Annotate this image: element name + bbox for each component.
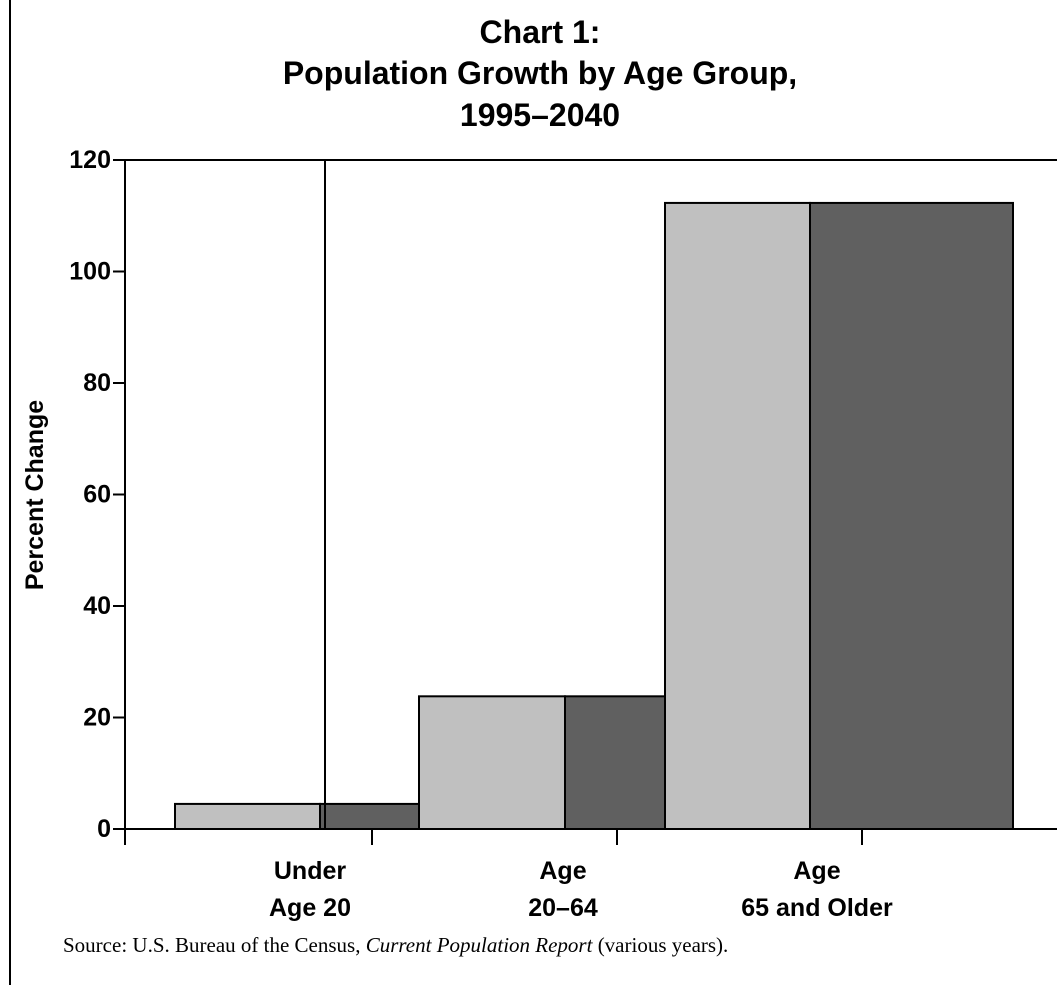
bar-2-series-2 bbox=[564, 695, 666, 830]
category-label-3-line-1: Age bbox=[793, 857, 840, 885]
y-tick-label-20: 20 bbox=[83, 704, 111, 732]
chart-title: Chart 1: Population Growth by Age Group,… bbox=[283, 14, 797, 133]
bar-2-series-1 bbox=[418, 695, 566, 830]
category-label-3-line-2: 65 and Older bbox=[741, 894, 893, 922]
category-label-2-line-1: Age bbox=[539, 857, 586, 885]
y-tick-label-100: 100 bbox=[69, 258, 111, 286]
category-label-2-line-2: 20–64 bbox=[528, 894, 598, 922]
plot-area: 0 20 40 60 80 100 120 Under Age 20 Age 20–64 Age 65 … bbox=[69, 146, 1057, 922]
chart-title-line-3: 1995–2040 bbox=[460, 97, 620, 133]
y-tick-label-60: 60 bbox=[83, 481, 111, 509]
category-label-1-line-1: Under bbox=[274, 857, 347, 885]
y-tick-label-40: 40 bbox=[83, 592, 111, 620]
y-tick-label-80: 80 bbox=[83, 369, 111, 397]
chart-title-line-1: Chart 1: bbox=[480, 14, 601, 50]
bar-3-series-2 bbox=[809, 201, 1014, 831]
y-axis-label: Percent Change bbox=[21, 400, 49, 590]
category-label-1-line-2: Age 20 bbox=[269, 894, 351, 922]
source-title: Current Population Report bbox=[366, 933, 594, 957]
source-prefix: Source: U.S. Bureau of the Census, bbox=[63, 933, 366, 957]
bar-1-series-1 bbox=[174, 802, 321, 830]
bar-1-series-2 bbox=[319, 802, 420, 830]
y-tick-label-0: 0 bbox=[97, 815, 111, 843]
bar-3-series-1 bbox=[664, 201, 811, 831]
chart-title-line-2: Population Growth by Age Group, bbox=[283, 55, 797, 91]
source-suffix: (various years). bbox=[592, 933, 728, 957]
y-tick-label-120: 120 bbox=[69, 146, 111, 174]
source-note: Source: U.S. Bureau of the Census, Curre… bbox=[63, 933, 728, 957]
